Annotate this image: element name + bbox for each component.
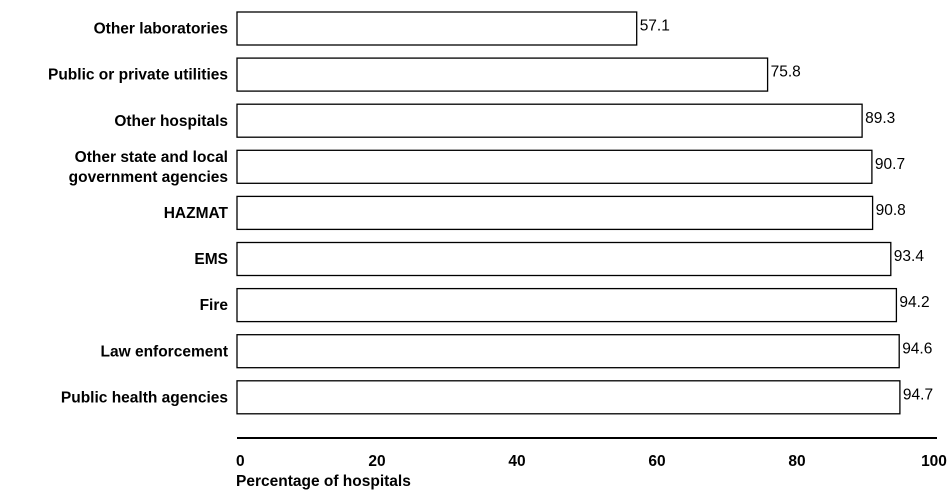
bars [236,11,901,415]
bar [236,11,638,46]
bar [236,334,900,369]
x-axis-title: Percentage of hospitals [236,473,411,490]
x-tick-label: 0 [236,453,245,470]
bar [236,195,874,231]
category-labels: Other laboratories Public or private util… [48,21,229,407]
category-label: Other hospitals [114,113,228,130]
bar [236,287,898,323]
bar-value-label: 90.8 [876,202,906,219]
bar-value-label: 90.7 [875,156,905,173]
bar [236,241,892,277]
value-labels: 57.1 75.8 89.3 90.7 90.8 93.4 94.2 94.6 94.7 [640,18,933,404]
category-label: Public or private utilities [48,67,228,84]
category-label: Law enforcement [101,343,228,360]
x-tick-label: 100 [921,453,947,470]
x-tick-label: 40 [508,453,525,470]
x-tick-label: 80 [788,453,805,470]
category-label: EMS [194,251,228,268]
category-label: Other state and local [75,149,228,166]
x-tick-label: 20 [368,453,385,470]
bar [236,103,863,138]
category-label: Fire [200,297,229,314]
bar [236,57,769,92]
category-label: government agencies [69,169,228,186]
category-label: Other laboratories [94,21,228,38]
bar-value-label: 94.6 [902,340,932,357]
bar [236,149,873,184]
bar-value-label: 94.2 [899,294,929,311]
bar-value-label: 93.4 [894,248,925,265]
bar-value-label: 89.3 [865,110,895,127]
x-tick-label: 60 [648,453,665,470]
x-tick-labels: 0 20 40 60 80 100 [236,453,947,470]
bar-value-label: 94.7 [903,386,933,403]
bar-value-label: 75.8 [771,64,801,81]
category-label: HAZMAT [164,205,229,222]
category-label: Public health agencies [61,389,228,406]
bar [236,380,901,415]
bar-value-label: 57.1 [640,18,670,35]
